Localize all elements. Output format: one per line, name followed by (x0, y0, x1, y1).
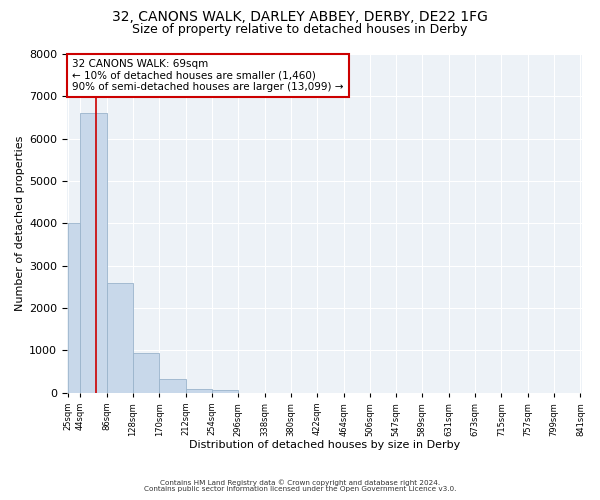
Bar (80, 114, 107, 393)
Y-axis label: Number of detached properties: Number of detached properties (15, 136, 25, 311)
Bar (107, 282, 133, 393)
Bar (159, 379, 185, 393)
Text: 32, CANONS WALK, DARLEY ABBEY, DERBY, DE22 1FG: 32, CANONS WALK, DARLEY ABBEY, DERBY, DE… (112, 10, 488, 24)
Bar (212, 390, 238, 393)
Text: 32 CANONS WALK: 69sqm
← 10% of detached houses are smaller (1,460)
90% of semi-d: 32 CANONS WALK: 69sqm ← 10% of detached … (72, 59, 344, 92)
Bar (133, 352, 159, 393)
Bar (68, 224, 80, 393)
Text: Contains HM Land Registry data © Crown copyright and database right 2024.
Contai: Contains HM Land Registry data © Crown c… (144, 479, 456, 492)
X-axis label: Distribution of detached houses by size in Derby: Distribution of detached houses by size … (188, 440, 460, 450)
Bar (185, 388, 212, 393)
Text: Size of property relative to detached houses in Derby: Size of property relative to detached ho… (133, 22, 467, 36)
